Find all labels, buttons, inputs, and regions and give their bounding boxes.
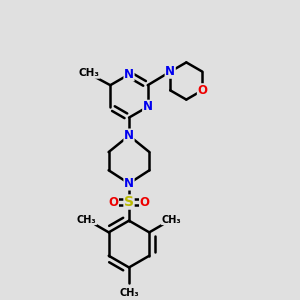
Text: CH₃: CH₃ [79,68,100,78]
Text: N: N [165,65,175,78]
Text: N: N [124,177,134,190]
Text: N: N [124,68,134,81]
Text: O: O [140,196,150,208]
Text: S: S [124,195,134,209]
Text: O: O [108,196,118,208]
Text: CH₃: CH₃ [77,214,97,225]
Text: O: O [197,84,207,97]
Text: CH₃: CH₃ [119,288,139,298]
Text: N: N [143,100,153,113]
Text: N: N [124,129,134,142]
Text: CH₃: CH₃ [161,214,181,225]
